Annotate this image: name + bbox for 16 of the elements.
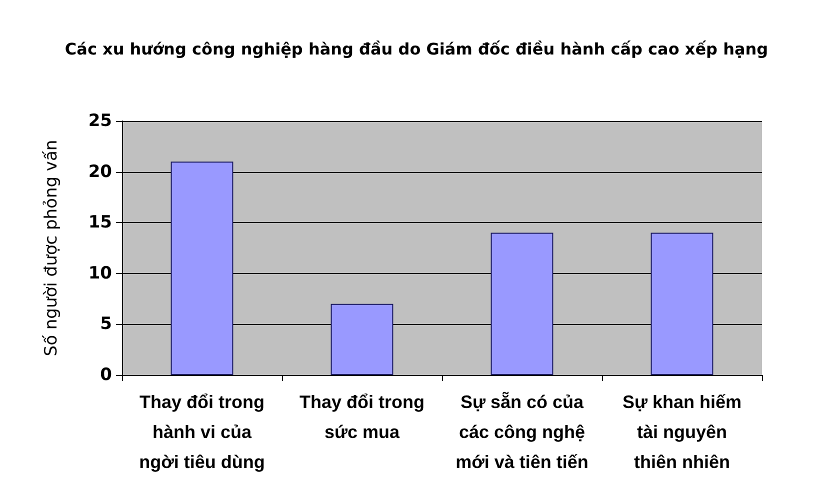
y-tick-label: 10 <box>88 263 112 284</box>
y-tick-label: 25 <box>88 111 112 131</box>
y-tick-label: 0 <box>100 365 112 385</box>
y-axis-title: Số người được phỏng vấn <box>42 140 62 356</box>
x-tick-label: Thay đổi trong hành vi của ngời tiêu dùng <box>139 392 265 472</box>
x-tick-label: Thay đổi trong sức mua <box>300 392 424 442</box>
bar <box>490 232 554 375</box>
bar <box>330 304 394 375</box>
chart-title: Các xu hướng công nghiệp hàng đầu do Giám đốc điều hành cấp cao xếp hạng <box>64 40 768 58</box>
y-tick-label: 20 <box>88 162 112 182</box>
bar <box>650 232 714 375</box>
y-tick-label: 15 <box>88 212 112 233</box>
bar <box>170 162 234 375</box>
x-tick-label: Sự khan hiếm tài nguyên thiên nhiên <box>622 392 742 472</box>
y-tick-label: 5 <box>100 314 112 334</box>
x-tick-label: Sự sẵn có của các công nghệ mới và tiên tiến <box>456 391 588 472</box>
